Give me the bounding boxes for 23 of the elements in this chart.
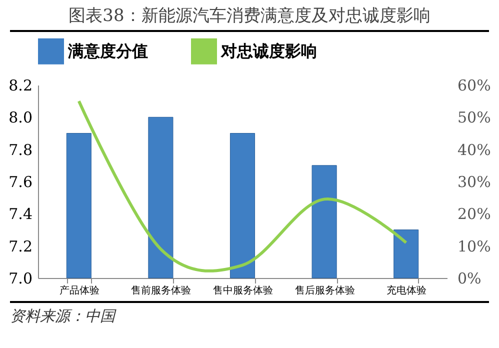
y-tick-label: 8.2 (8, 76, 32, 94)
y2-tick-label: 20% (458, 205, 491, 224)
chart-title: 图表38：新能源汽车消费满意度及对忠诚度影响 (10, 4, 489, 32)
y2-tick-label: 30% (458, 173, 491, 191)
x-tick-label: 售后服务体验 (294, 284, 355, 296)
y2-tick-label: 0% (458, 270, 482, 288)
legend-label: 对忠诚度影响 (220, 41, 317, 60)
y-tick-label: 7.4 (8, 205, 32, 224)
y2-tick-label: 40% (458, 140, 491, 159)
y-tick-label: 7.0 (8, 270, 32, 288)
x-tick-label: 产品体验 (59, 284, 100, 296)
y-tick-label: 8.0 (8, 108, 32, 127)
legend-label: 满意度分值 (67, 41, 148, 60)
y2-tick-label: 60% (458, 76, 491, 94)
x-tick-label: 售前服务体验 (131, 284, 192, 296)
x-tick-label: 售中服务体验 (213, 284, 273, 296)
y-tick-label: 7.8 (8, 140, 32, 159)
y-tick-label: 7.2 (8, 237, 32, 256)
text: 资料来源：中国 (10, 301, 489, 326)
y2-tick-label: 50% (458, 108, 491, 127)
y2-tick-label: 10% (458, 237, 491, 256)
x-tick-label: 充电体验 (386, 284, 427, 296)
y-tick-label: 7.6 (8, 173, 32, 191)
